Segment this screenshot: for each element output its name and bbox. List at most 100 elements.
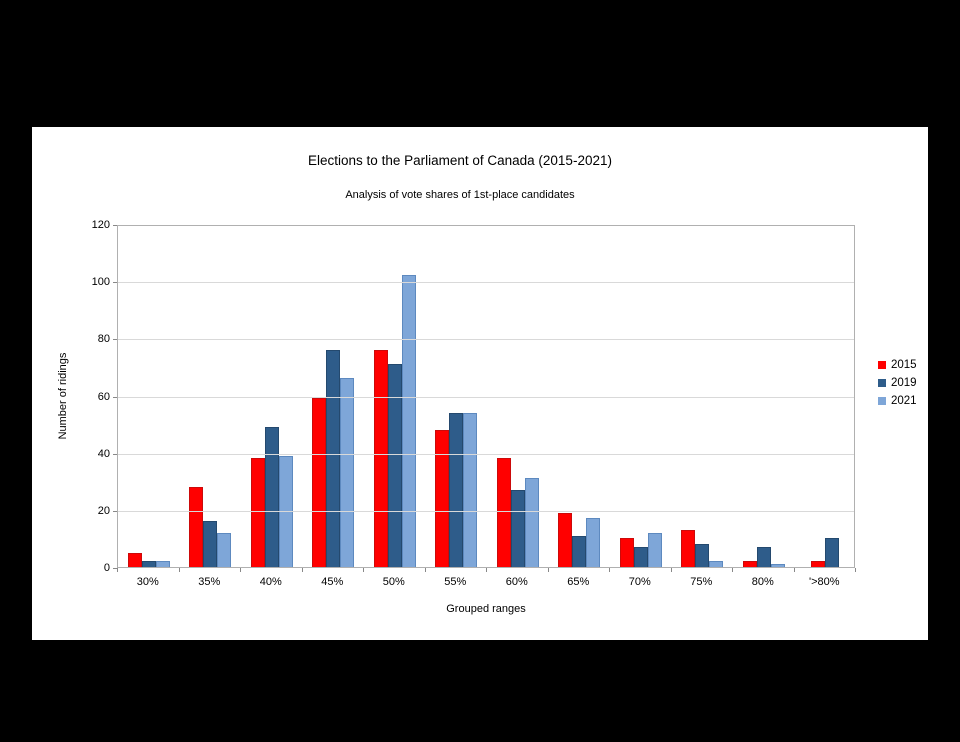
bar-group <box>118 226 180 567</box>
bar-2015 <box>619 538 634 567</box>
legend-label: 2021 <box>891 395 917 407</box>
bar-group <box>303 226 365 567</box>
bar-2019 <box>633 547 648 567</box>
bar-2015 <box>811 561 826 567</box>
bar-2015 <box>373 349 388 567</box>
x-tick-mark <box>301 568 303 572</box>
x-tick-mark <box>486 568 487 572</box>
x-tick-mark <box>793 568 795 572</box>
bar-2019 <box>387 364 402 567</box>
x-tick-label: 35% <box>198 576 221 588</box>
y-tick-label: 120 <box>91 219 110 231</box>
x-tick-mark <box>424 568 426 572</box>
x-tick-mark <box>670 568 672 572</box>
bar-group <box>426 226 488 567</box>
x-tick-label: 30% <box>136 576 159 588</box>
y-tick-mark <box>113 396 117 398</box>
legend-swatch-2021 <box>878 397 886 405</box>
bar-group <box>487 226 549 567</box>
bar-2019 <box>141 561 156 567</box>
bar-2019 <box>510 489 525 567</box>
x-tick-mark <box>855 568 856 572</box>
x-tick-label: '>80% <box>808 576 840 588</box>
bar-2015 <box>312 398 327 567</box>
x-tick-mark <box>178 568 180 572</box>
bar-group <box>610 226 672 567</box>
bar-2015 <box>435 429 450 567</box>
bar-group <box>241 226 303 567</box>
bar-2021 <box>217 532 232 567</box>
bar-group <box>364 226 426 567</box>
bar-2015 <box>558 512 573 567</box>
bar-2021 <box>524 478 539 567</box>
legend-item-2021: 2021 <box>878 392 917 410</box>
bar-2019 <box>572 535 587 567</box>
bar-2019 <box>264 426 279 567</box>
y-tick-label: 60 <box>97 390 110 403</box>
x-tick-label: 75% <box>690 576 713 588</box>
bar-2019 <box>449 412 464 567</box>
x-tick-label: 50% <box>382 576 405 588</box>
x-axis-title: Grouped ranges <box>446 603 526 615</box>
bar-group <box>733 226 795 567</box>
bar-2019 <box>825 538 840 567</box>
x-tick-label: 80% <box>751 576 774 588</box>
chart-title: Elections to the Parliament of Canada (2… <box>308 153 612 168</box>
gridline <box>118 282 854 284</box>
bar-group <box>549 226 611 567</box>
gridline <box>118 396 854 398</box>
y-tick-mark <box>113 453 117 455</box>
y-tick-mark <box>113 568 117 569</box>
bar-2021 <box>647 532 662 567</box>
bar-2019 <box>326 349 341 567</box>
bar-2015 <box>127 552 142 567</box>
bar-group <box>795 226 857 567</box>
chart-subtitle: Analysis of vote shares of 1st-place can… <box>345 189 575 201</box>
bar-group <box>672 226 734 567</box>
x-tick-mark <box>240 568 241 572</box>
y-axis-title: Number of ridings <box>57 352 69 440</box>
y-tick-label: 20 <box>97 504 110 517</box>
bar-2015 <box>742 561 757 567</box>
bar-group <box>180 226 242 567</box>
chart-canvas: Elections to the Parliament of Canada (2… <box>32 127 928 640</box>
x-tick-mark <box>117 568 118 572</box>
x-tick-mark <box>732 568 733 572</box>
x-tick-label: 60% <box>505 576 528 588</box>
gridline <box>118 453 854 455</box>
y-tick-mark <box>113 282 117 284</box>
x-tick-label: 45% <box>321 576 344 588</box>
y-tick-label: 100 <box>91 276 110 289</box>
bar-2015 <box>496 458 511 567</box>
legend-label: 2015 <box>891 359 917 371</box>
bar-2021 <box>709 561 724 567</box>
bar-2021 <box>155 561 170 567</box>
x-tick-mark <box>547 568 549 572</box>
bar-2021 <box>340 378 355 567</box>
legend-item-2019: 2019 <box>878 374 917 392</box>
gridline <box>118 339 854 341</box>
bar-2021 <box>463 412 478 567</box>
legend-item-2015: 2015 <box>878 356 917 374</box>
legend-label: 2019 <box>891 377 917 389</box>
bar-2019 <box>203 521 218 567</box>
y-tick-mark <box>113 225 117 226</box>
bar-2015 <box>250 458 265 567</box>
x-tick-mark <box>609 568 610 572</box>
x-tick-mark <box>363 568 364 572</box>
legend-swatch-2015 <box>878 361 886 369</box>
y-tick-mark <box>113 510 117 512</box>
y-tick-mark <box>113 339 117 341</box>
bar-2021 <box>586 518 601 567</box>
bar-2015 <box>681 529 696 567</box>
y-tick-label: 80 <box>97 333 110 346</box>
x-tick-label: 55% <box>444 576 467 588</box>
y-tick-label: 0 <box>103 562 110 574</box>
bar-2021 <box>770 564 785 567</box>
x-tick-label: 70% <box>628 576 651 588</box>
bar-2019 <box>756 547 771 567</box>
bar-2019 <box>695 544 710 567</box>
x-tick-label: 40% <box>259 576 282 588</box>
legend-swatch-2019 <box>878 379 886 387</box>
